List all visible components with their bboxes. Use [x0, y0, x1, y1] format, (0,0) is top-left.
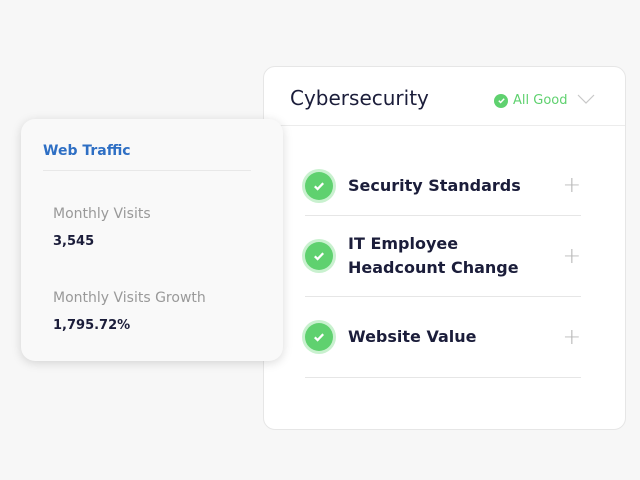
cybersecurity-header: Cybersecurity All Good: [264, 67, 625, 126]
list-item-it-employee-headcount[interactable]: IT Employee Headcount Change +: [305, 216, 581, 297]
plus-icon[interactable]: +: [562, 173, 581, 198]
check-circle-icon: [494, 93, 508, 108]
check-circle-icon: [305, 171, 333, 200]
list-item-website-value[interactable]: Website Value +: [305, 297, 581, 378]
item-label: Website Value: [348, 327, 477, 346]
list-item-security-standards[interactable]: Security Standards +: [305, 156, 581, 216]
plus-icon[interactable]: +: [562, 324, 581, 350]
web-traffic-title: Web Traffic: [43, 143, 131, 159]
check-circle-icon: [305, 242, 333, 270]
cybersecurity-card: Cybersecurity All Good Security Standard…: [263, 66, 626, 430]
item-label: Security Standards: [348, 175, 521, 195]
divider: [43, 170, 251, 171]
cybersecurity-title: Cybersecurity: [290, 86, 429, 110]
metric-value: 3,545: [53, 234, 95, 249]
metric-label: Monthly Visits: [53, 206, 151, 222]
status-text: All Good: [513, 93, 568, 108]
item-label: IT Employee Headcount Change: [348, 234, 519, 277]
web-traffic-card: Web Traffic Monthly Visits 3,545 Monthly…: [21, 119, 283, 361]
plus-icon[interactable]: +: [562, 243, 581, 269]
chevron-down-icon[interactable]: [577, 93, 595, 108]
status-dropdown[interactable]: All Good: [494, 93, 595, 108]
metric-label: Monthly Visits Growth: [53, 290, 206, 306]
metric-value: 1,795.72%: [53, 318, 131, 333]
check-circle-icon: [305, 323, 333, 351]
